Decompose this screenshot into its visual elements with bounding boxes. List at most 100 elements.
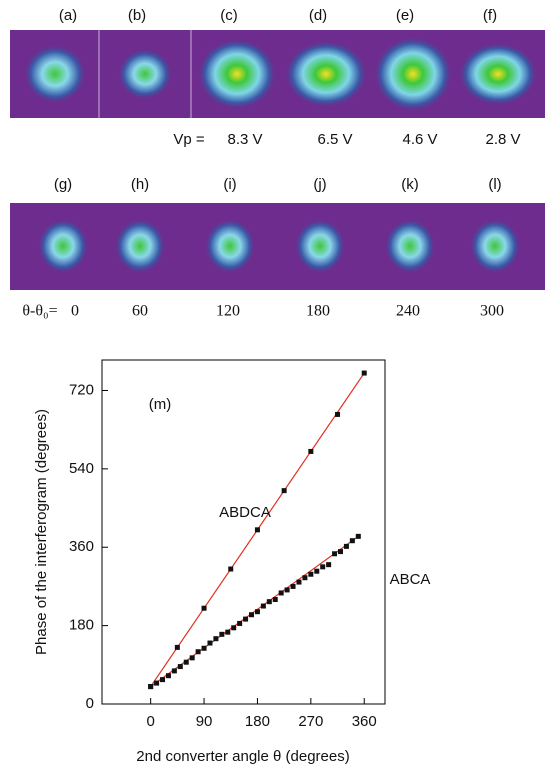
data-point	[148, 684, 154, 690]
y-tick-label: 720	[69, 381, 94, 398]
vp-value: 6.5 V	[317, 131, 352, 148]
angle-value: 300	[480, 303, 504, 320]
x-tick-label: 0	[146, 713, 154, 730]
panel-label: (k)	[401, 176, 419, 193]
data-point	[201, 645, 207, 651]
beam-image	[23, 44, 87, 104]
data-point	[343, 543, 349, 549]
panel-label: (j)	[313, 176, 326, 193]
data-point	[195, 649, 201, 655]
data-point	[290, 583, 296, 589]
data-point	[160, 677, 166, 683]
data-point	[243, 616, 249, 622]
beam-image	[37, 218, 89, 274]
data-point	[296, 579, 302, 585]
data-point	[189, 655, 195, 661]
vp-value: 2.8 V	[485, 131, 520, 148]
data-point	[272, 596, 278, 602]
beam-image	[117, 48, 173, 100]
data-point	[174, 644, 180, 650]
data-point	[183, 659, 189, 665]
panel-label: (d)	[309, 7, 327, 24]
data-point	[320, 564, 326, 570]
data-point	[201, 605, 207, 611]
y-tick-label: 360	[69, 538, 94, 555]
angle-prefix: θ-θ₀=	[22, 303, 57, 320]
vp-value: 8.3 V	[227, 131, 262, 148]
data-point	[237, 620, 243, 626]
panel-label: (l)	[488, 176, 501, 193]
data-point	[231, 625, 237, 631]
data-point	[355, 533, 361, 539]
panel-label: (h)	[131, 176, 149, 193]
beam-image	[458, 42, 538, 106]
panel-label: (f)	[483, 7, 497, 24]
x-tick-label: 270	[298, 713, 323, 730]
y-tick-label: 0	[86, 695, 94, 712]
vp-value: 4.6 V	[402, 131, 437, 148]
panel-label: (i)	[223, 176, 236, 193]
beam-image	[384, 218, 436, 274]
data-point	[278, 590, 284, 596]
data-point	[171, 668, 177, 674]
data-point	[361, 370, 367, 376]
data-point	[177, 664, 183, 670]
data-point	[314, 568, 320, 574]
data-point	[154, 680, 160, 686]
data-point	[335, 411, 341, 417]
data-point	[332, 551, 338, 557]
series-annotation: ABCA	[390, 571, 431, 588]
plot-frame	[101, 359, 386, 705]
data-point	[284, 587, 290, 593]
panel-label: (e)	[396, 7, 414, 24]
fit-line	[150, 535, 359, 688]
panel-label: (b)	[128, 7, 146, 24]
panel-label: (g)	[54, 176, 72, 193]
image-strip	[10, 203, 545, 290]
data-point	[213, 636, 219, 642]
beam-image	[373, 36, 453, 112]
data-point	[165, 673, 171, 679]
x-tick-label: 90	[196, 713, 213, 730]
data-point	[219, 631, 225, 637]
data-point	[338, 549, 344, 555]
beam-image	[114, 218, 166, 274]
panel-label: (c)	[220, 7, 238, 24]
data-point	[266, 599, 272, 605]
beam-image	[284, 40, 368, 108]
panel-title: (m)	[149, 396, 172, 413]
angle-value: 180	[306, 303, 330, 320]
angle-value: 240	[396, 303, 420, 320]
data-point	[326, 562, 332, 568]
beam-image	[197, 38, 277, 110]
data-point	[254, 609, 260, 615]
data-point	[349, 538, 355, 544]
data-point	[254, 527, 260, 533]
angle-value: 120	[216, 303, 240, 320]
angle-value: 0	[71, 303, 79, 320]
y-tick-label: 540	[69, 460, 94, 477]
data-point	[207, 640, 213, 646]
beam-image	[204, 218, 256, 274]
data-point	[308, 448, 314, 454]
vp-prefix: Vp =	[173, 131, 205, 148]
x-tick-label: 360	[352, 713, 377, 730]
data-point	[260, 603, 266, 609]
data-point	[249, 612, 255, 618]
y-tick-label: 180	[69, 617, 94, 634]
x-axis-label: 2nd converter angle θ (degrees)	[136, 748, 349, 765]
data-point	[281, 488, 287, 494]
x-tick-label: 180	[245, 713, 270, 730]
series-annotation: ABDCA	[219, 504, 271, 521]
panel-label: (a)	[59, 7, 77, 24]
angle-value: 60	[132, 303, 148, 320]
y-axis-label: Phase of the interferogram (degrees)	[33, 409, 50, 655]
data-point	[225, 629, 231, 635]
beam-image	[294, 218, 346, 274]
data-point	[228, 566, 234, 572]
data-point	[308, 571, 314, 577]
data-point	[302, 575, 308, 581]
beam-image	[469, 218, 521, 274]
